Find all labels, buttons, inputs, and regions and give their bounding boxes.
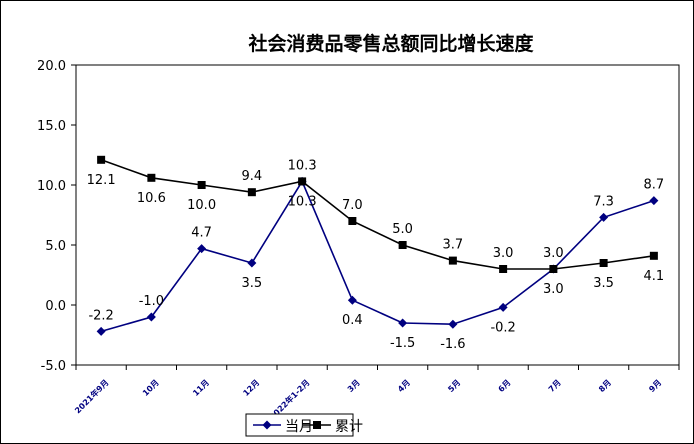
y-tick-label: 10.0 [37,179,66,194]
x-tick-label: 10月 [141,378,161,398]
data-point [298,177,307,186]
x-tick-label: 7月 [547,378,563,394]
data-point [549,265,558,273]
data-label: 7.3 [593,194,614,209]
data-point [147,173,156,182]
data-label: 3.0 [543,282,564,297]
y-tick-label: 20.0 [37,59,66,74]
x-tick-label: 2021年9月 [72,377,110,415]
data-point [197,244,207,254]
data-label: 5.0 [392,222,413,237]
data-label: 12.1 [87,173,116,188]
y-tick-label: 15.0 [37,119,66,134]
x-tick-label: 12月 [241,378,261,398]
legend-marker [313,421,321,429]
legend-label: 累计 [335,419,363,435]
data-point [398,241,407,249]
data-label: 10.6 [137,191,166,206]
data-point [398,318,408,328]
data-label: -1.6 [440,337,465,352]
data-label: 0.4 [342,313,363,328]
legend: 当月 累计 [245,413,363,437]
data-point [247,188,256,197]
y-tick-label: 0.0 [45,299,66,314]
data-label: 3.7 [443,238,464,253]
data-point [247,258,257,268]
data-point [499,265,508,273]
data-point [97,155,106,164]
x-tick-label: 3月 [346,378,362,394]
data-label: 8.7 [644,178,665,193]
data-label: -1.0 [139,294,164,309]
series-line [100,159,654,270]
series-monthly: -2.2 -1.0 4.7 3.5 10.3 0.4 -1.5 -1.6 -0.2 3.0 7.3 8… [88,176,665,352]
legend-label: 当月 [285,419,313,435]
data-point [649,196,659,206]
data-label: 7.0 [342,198,363,213]
data-label: 10.3 [288,194,317,209]
data-label: -0.2 [490,320,515,335]
data-label: -1.5 [390,336,415,351]
x-tick-label: 9月 [647,378,663,394]
x-tick-label: 5月 [446,378,462,394]
x-tick-label: 6月 [497,378,513,394]
y-tick-label: 5.0 [45,239,66,254]
data-point [599,259,608,267]
data-label: 4.7 [191,226,212,241]
plot-area [75,64,680,366]
data-label: 4.1 [644,269,665,284]
series-line [100,179,655,333]
x-tick-label: 4月 [396,378,412,394]
data-label: -2.2 [88,308,113,323]
data-label: 10.0 [187,198,216,213]
data-point [146,312,156,322]
data-point [197,181,206,189]
data-label: 9.4 [242,169,263,184]
legend-marker [262,420,272,430]
data-label: 3.5 [242,276,263,291]
data-label: 3.0 [543,246,564,261]
data-point [348,217,357,225]
y-tick-label: -5.0 [41,359,66,374]
legend-box [245,413,354,437]
x-tick-label: 11月 [191,378,211,398]
series-cumulative: 12.1 10.6 10.0 9.4 10.3 7.0 5.0 3.7 3.0 3.0 3.5 4.1 [87,155,665,297]
data-point [448,256,457,265]
data-label: 3.5 [593,276,614,291]
x-tick-label: 8月 [597,378,613,394]
data-point [599,212,609,222]
data-point [649,251,658,260]
data-point [96,326,106,336]
chart-title: 社会消费品零售总额同比增长速度 [247,32,534,55]
data-label: 10.3 [288,158,317,173]
data-point [448,319,458,329]
data-label: 3.0 [493,246,514,261]
data-point [347,295,357,305]
data-point [498,302,508,312]
